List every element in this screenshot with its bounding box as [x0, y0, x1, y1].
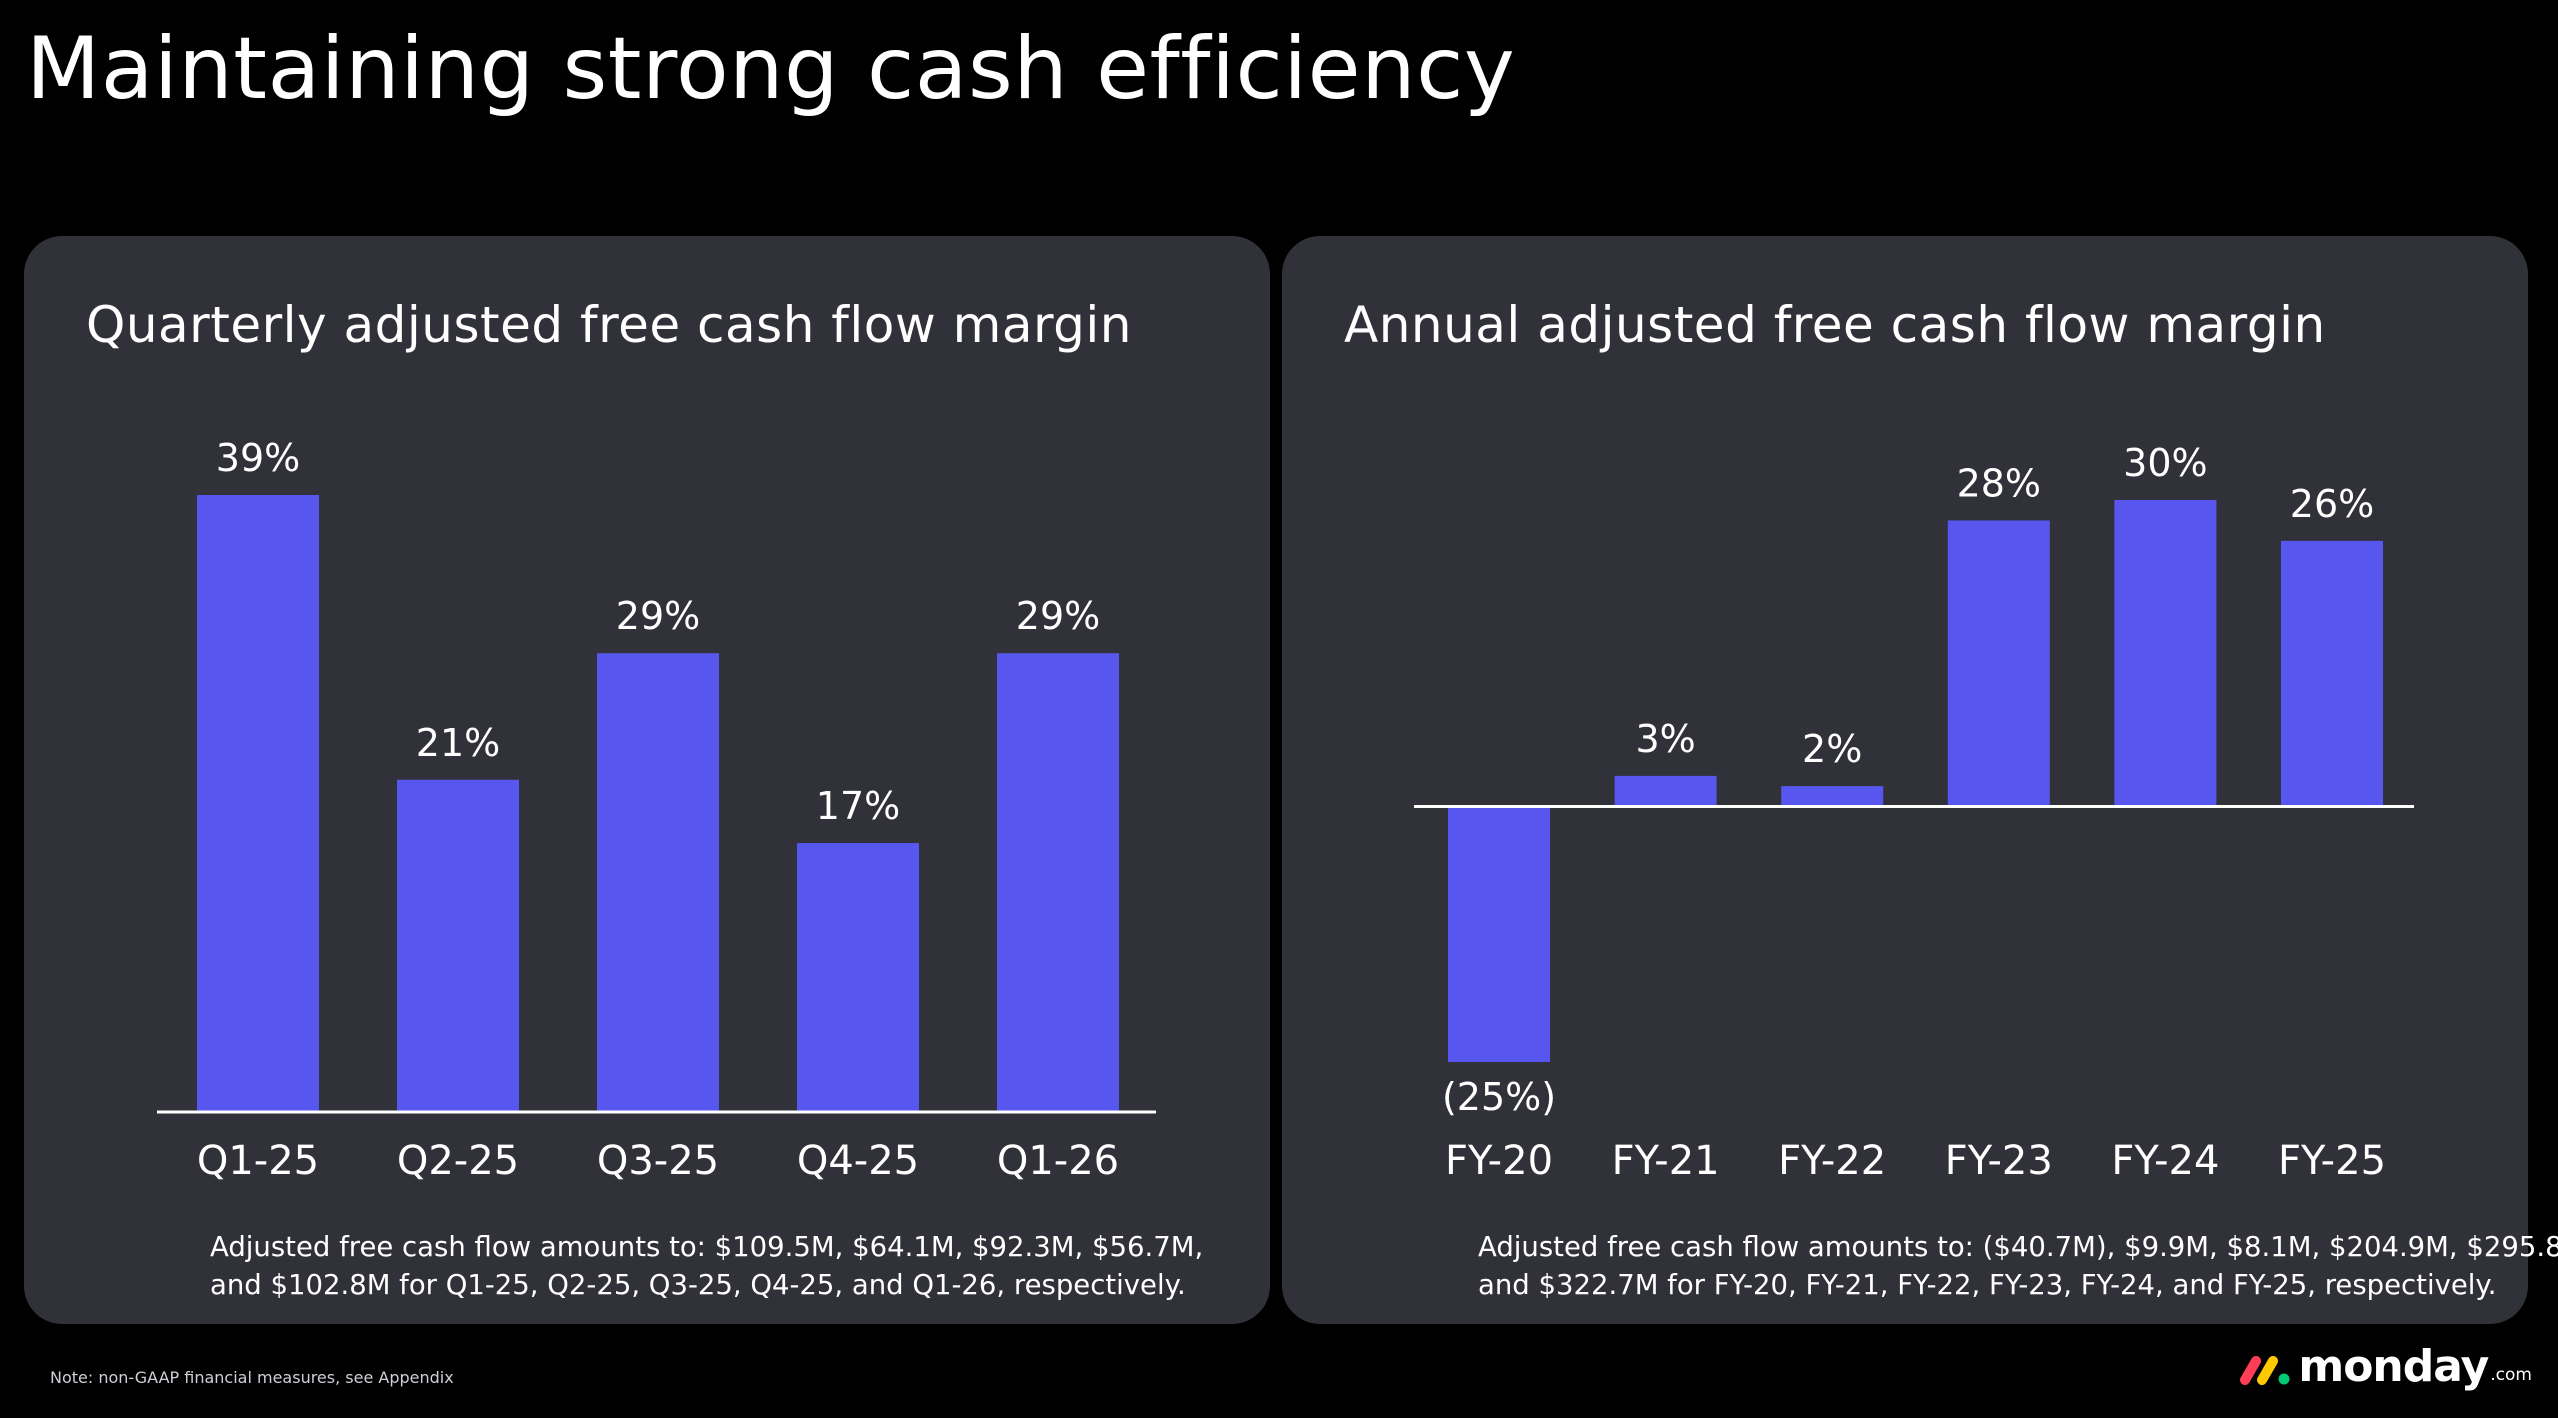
logo-text: monday [2298, 1341, 2489, 1392]
annual-bar-fy-21 [1614, 775, 1717, 807]
annual-note-line-2: and $322.7M for FY-20, FY-21, FY-22, FY-… [1478, 1269, 2497, 1301]
quarterly-chart: 39% Q1-25 21% Q2-25 29% Q3-25 17% Q4-25 29% Q1-26 [157, 436, 1156, 1184]
quarterly-note-line-2: and $102.8M for Q1-25, Q2-25, Q3-25, Q4-… [210, 1269, 1186, 1301]
annual-data-label: 26% [2290, 482, 2374, 526]
annual-category-label: FY-25 [2278, 1138, 2386, 1184]
annual-category-label: FY-20 [1445, 1138, 1553, 1184]
annual-chart: (25%) FY-20 3% FY-21 2% FY-22 28% FY-23 30% FY-24… [1414, 441, 2414, 1184]
quarterly-bar-q1-26 [997, 653, 1119, 1112]
annual-bar-fy-24 [2114, 500, 2217, 807]
annual-bar-fy-25 [2281, 540, 2383, 807]
annual-data-label: 2% [1802, 727, 1862, 771]
annual-category-label: FY-21 [1612, 1138, 1720, 1184]
quarterly-chart-panel: Quarterly adjusted free cash flow margin… [24, 236, 1270, 1324]
quarterly-bar-q4-25 [797, 843, 919, 1112]
logo-suffix: .com [2490, 1365, 2532, 1385]
annual-chart-panel: Annual adjusted free cash flow margin (2… [1282, 236, 2558, 1324]
monday-logo-icon [2240, 1356, 2290, 1385]
monday-logo: monday .com [2240, 1345, 2532, 1389]
annual-bar-fy-20 [1448, 806, 1550, 1062]
quarterly-bar-q3-25 [597, 653, 719, 1112]
annual-data-label: (25%) [1442, 1075, 1556, 1119]
quarterly-data-label: 21% [416, 721, 500, 765]
quarterly-data-label: 39% [216, 436, 300, 480]
page-title: Maintaining strong cash efficiency [26, 19, 1516, 119]
footnote: Note: non-GAAP financial measures, see A… [50, 1368, 454, 1387]
quarterly-note-line-1: Adjusted free cash flow amounts to: $109… [210, 1231, 1204, 1263]
annual-data-label: 28% [1957, 461, 2041, 505]
annual-chart-note: Adjusted free cash flow amounts to: ($40… [1478, 1228, 2558, 1304]
annual-bar-fy-23 [1947, 520, 2050, 807]
quarterly-data-label: 17% [816, 784, 900, 828]
quarterly-category-label: Q2-25 [397, 1138, 519, 1184]
annual-category-label: FY-23 [1945, 1138, 2053, 1184]
quarterly-data-label: 29% [616, 594, 700, 638]
quarterly-chart-title: Quarterly adjusted free cash flow margin [86, 296, 1133, 354]
quarterly-bar-q1-25 [197, 495, 319, 1112]
quarterly-category-label: Q1-25 [197, 1138, 319, 1184]
annual-bar-fy-22 [1781, 786, 1884, 807]
quarterly-category-label: Q1-26 [997, 1138, 1119, 1184]
annual-category-label: FY-22 [1778, 1138, 1886, 1184]
quarterly-data-label: 29% [1016, 594, 1100, 638]
quarterly-chart-note: Adjusted free cash flow amounts to: $109… [210, 1228, 1203, 1304]
annual-category-label: FY-24 [2111, 1138, 2219, 1184]
quarterly-category-label: Q4-25 [797, 1138, 919, 1184]
annual-data-label: 30% [2123, 441, 2207, 485]
quarterly-category-label: Q3-25 [597, 1138, 719, 1184]
annual-note-line-1: Adjusted free cash flow amounts to: ($40… [1478, 1231, 2558, 1263]
annual-chart-title: Annual adjusted free cash flow margin [1344, 296, 2326, 354]
annual-data-label: 3% [1635, 717, 1695, 761]
quarterly-bar-q2-25 [397, 779, 519, 1112]
